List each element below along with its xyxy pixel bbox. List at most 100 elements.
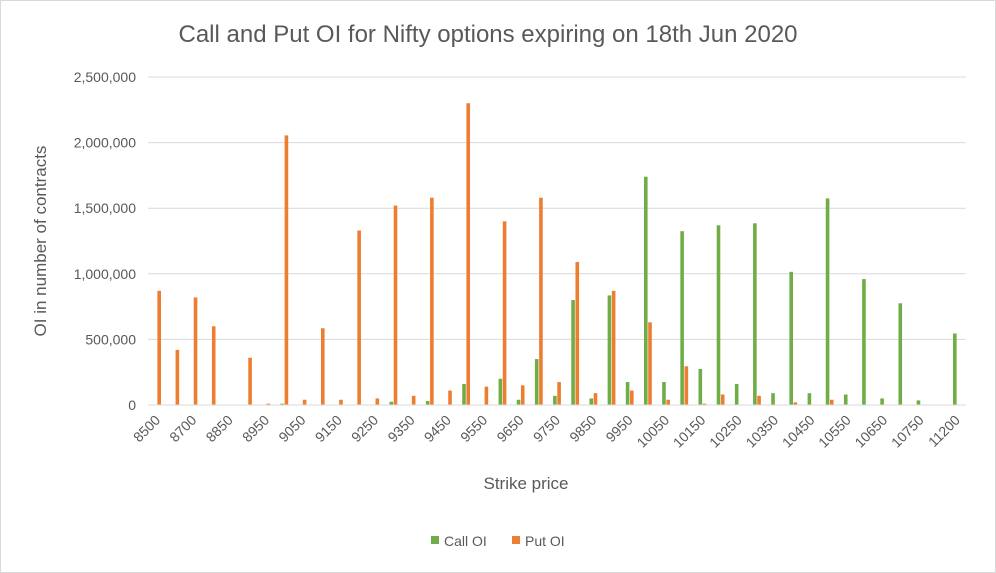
put-oi-bar-9050 bbox=[302, 399, 307, 405]
call-oi-bar-10150 bbox=[698, 368, 703, 405]
x-tick-label: 8500 bbox=[130, 412, 163, 445]
call-oi-bar-11200 bbox=[953, 333, 957, 405]
put-oi-bar-10500 bbox=[829, 399, 834, 405]
put-oi-bar-9700 bbox=[539, 197, 543, 405]
y-tick-label: 500,000 bbox=[85, 331, 136, 347]
put-oi-bar-8950 bbox=[266, 403, 271, 405]
put-oi-bar-9200 bbox=[357, 230, 361, 405]
put-oi-bar-8800 bbox=[211, 326, 216, 405]
bars bbox=[157, 103, 957, 406]
put-oi-bar-9400 bbox=[430, 197, 434, 405]
y-axis-tick-labels: 0 500,000 1,000,000 1,500,000 2,000,000 2,500… bbox=[74, 69, 137, 413]
x-tick-label: 10450 bbox=[779, 412, 818, 451]
y-axis-title: OI in number of contracts bbox=[31, 146, 50, 337]
put-oi-bar-10000 bbox=[648, 322, 652, 405]
y-tick-label: 2,000,000 bbox=[74, 135, 136, 151]
call-oi-bar-10450 bbox=[807, 393, 812, 405]
call-oi-bar-10650 bbox=[880, 398, 884, 405]
x-tick-label: 9750 bbox=[530, 412, 563, 445]
x-tick-label: 9350 bbox=[384, 412, 417, 445]
call-oi-bar-9950 bbox=[625, 382, 630, 405]
x-tick-label: 10350 bbox=[742, 412, 781, 451]
put-oi-bar-8500 bbox=[157, 290, 161, 405]
put-oi-bar-9450 bbox=[448, 390, 452, 405]
call-oi-bar-9750 bbox=[553, 395, 557, 405]
call-oi-bar-9850 bbox=[589, 398, 594, 405]
x-tick-label: 8950 bbox=[239, 412, 272, 445]
y-tick-label: 0 bbox=[128, 397, 136, 413]
call-oi-bar-9900 bbox=[607, 295, 612, 405]
put-oi-bar-9350 bbox=[411, 395, 416, 405]
put-oi-bar-10150 bbox=[702, 403, 707, 405]
x-tick-label: 10150 bbox=[670, 412, 709, 451]
legend-call-oi-label: Call OI bbox=[444, 533, 487, 549]
call-oi-bar-10300 bbox=[753, 223, 757, 405]
put-oi-bar-9750 bbox=[557, 382, 561, 405]
x-tick-label: 10650 bbox=[851, 412, 890, 451]
legend: Call OI Put OI bbox=[431, 533, 565, 549]
call-oi-bar-10500 bbox=[825, 198, 830, 405]
x-tick-label: 9050 bbox=[275, 412, 308, 445]
put-oi-bar-10200 bbox=[720, 394, 725, 405]
put-oi-bar-10100 bbox=[684, 366, 689, 405]
call-oi-bar-9600 bbox=[498, 378, 503, 405]
x-tick-label: 9650 bbox=[493, 412, 526, 445]
put-oi-bar-10050 bbox=[666, 399, 670, 405]
put-oi-bar-8600 bbox=[175, 349, 180, 405]
call-oi-bar-10050 bbox=[662, 382, 666, 405]
y-tick-label: 1,500,000 bbox=[74, 200, 136, 216]
call-oi-bar-10350 bbox=[771, 393, 775, 405]
call-oi-bar-10000 bbox=[643, 176, 648, 405]
x-tick-label: 8700 bbox=[166, 412, 199, 445]
x-tick-label: 9550 bbox=[457, 412, 490, 445]
put-oi-bar-9000 bbox=[284, 135, 289, 405]
legend-put-oi-label: Put OI bbox=[525, 533, 565, 549]
call-oi-bar-9300 bbox=[389, 401, 394, 405]
x-tick-label: 10250 bbox=[706, 412, 745, 451]
put-oi-bar-9900 bbox=[611, 290, 616, 405]
put-oi-bar-9500 bbox=[466, 103, 471, 406]
put-oi-bar-9150 bbox=[339, 399, 343, 405]
x-tick-label: 9850 bbox=[566, 412, 599, 445]
put-oi-bar-10300 bbox=[757, 395, 761, 405]
y-tick-label: 2,500,000 bbox=[74, 69, 136, 85]
call-oi-bar-9700 bbox=[534, 359, 539, 405]
call-oi-bar-10200 bbox=[716, 225, 721, 405]
call-oi-bar-10250 bbox=[734, 384, 739, 405]
put-oi-bar-9650 bbox=[520, 385, 525, 405]
put-oi-bar-9550 bbox=[484, 386, 489, 405]
call-oi-bar-10400 bbox=[789, 271, 794, 405]
x-tick-label: 10750 bbox=[888, 412, 927, 451]
call-oi-bar-10700 bbox=[898, 303, 903, 405]
put-oi-bar-8900 bbox=[248, 357, 252, 405]
call-oi-bar-10600 bbox=[862, 279, 866, 405]
put-oi-bar-9950 bbox=[630, 390, 634, 405]
put-oi-bar-9250 bbox=[375, 398, 380, 405]
y-tick-label: 1,000,000 bbox=[74, 266, 136, 282]
chart-title: Call and Put OI for Nifty options expiri… bbox=[178, 21, 797, 48]
call-oi-bar-9650 bbox=[516, 399, 521, 405]
put-oi-bar-9300 bbox=[393, 205, 398, 405]
x-tick-label: 10050 bbox=[633, 412, 672, 451]
gridlines bbox=[148, 76, 966, 340]
put-oi-bar-9850 bbox=[593, 393, 598, 405]
call-oi-bar-9000 bbox=[280, 403, 285, 405]
call-oi-bar-10750 bbox=[916, 400, 921, 405]
call-oi-bar-9400 bbox=[425, 401, 430, 405]
put-oi-bar-9600 bbox=[502, 221, 507, 405]
x-tick-label: 8850 bbox=[203, 412, 236, 445]
call-oi-bar-10550 bbox=[843, 394, 848, 405]
x-tick-label: 11200 bbox=[925, 412, 963, 450]
put-oi-bar-9100 bbox=[320, 328, 325, 405]
x-tick-label: 9950 bbox=[602, 412, 635, 445]
call-oi-bar-10100 bbox=[680, 231, 684, 405]
legend-put-oi-swatch bbox=[512, 536, 520, 544]
x-tick-label: 10550 bbox=[815, 412, 854, 451]
call-oi-bar-9800 bbox=[571, 300, 575, 405]
x-axis-tick-labels: 8500 8700 8850 8950 9050 9150 9250 9350 9450 9550… bbox=[130, 412, 963, 451]
put-oi-bar-9800 bbox=[575, 261, 580, 405]
x-tick-label: 9150 bbox=[312, 412, 345, 445]
x-tick-label: 9450 bbox=[421, 412, 454, 445]
x-tick-label: 9250 bbox=[348, 412, 381, 445]
